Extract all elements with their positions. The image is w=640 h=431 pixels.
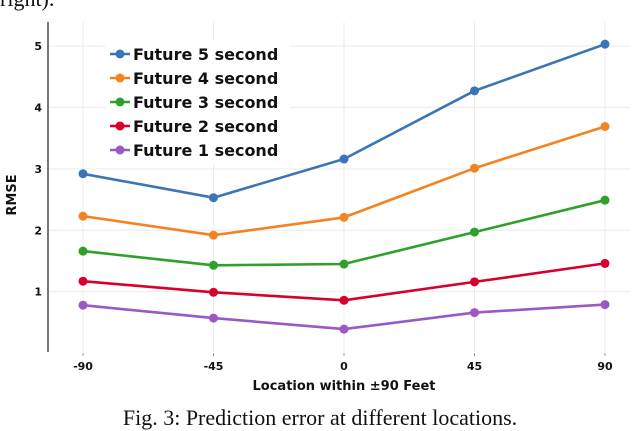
- data-point-marker: [339, 295, 349, 305]
- data-point-marker: [78, 276, 88, 286]
- preceding-text-fragment: right).: [0, 0, 54, 12]
- series-future-5-second: [78, 39, 610, 203]
- series-future-1-second: [78, 300, 610, 334]
- data-point-marker: [470, 308, 479, 318]
- data-point-marker: [78, 169, 88, 179]
- data-series: [78, 39, 610, 334]
- legend-marker-icon: [115, 145, 125, 155]
- data-point-marker: [78, 211, 88, 221]
- legend-marker-icon: [115, 73, 125, 83]
- data-point-marker: [339, 154, 349, 164]
- figure-caption: Fig. 3: Prediction error at different lo…: [122, 405, 518, 430]
- y-tick-label: 5: [34, 40, 42, 53]
- data-point-marker: [600, 195, 610, 205]
- data-point-marker: [600, 39, 610, 49]
- data-point-marker: [470, 227, 479, 237]
- x-tick-label: -45: [204, 360, 224, 373]
- data-point-marker: [470, 163, 479, 173]
- data-point-marker: [209, 313, 218, 323]
- y-tick-label: 2: [34, 224, 42, 237]
- legend-marker-icon: [115, 97, 125, 107]
- legend-item: Future 5 second: [110, 45, 278, 64]
- legend-label: Future 4 second: [133, 69, 278, 88]
- y-axis-ticks: 1 2 3 4 5: [34, 40, 42, 299]
- legend-marker-icon: [115, 49, 125, 59]
- series-future-3-second: [78, 195, 610, 270]
- x-axis-ticks: -90 -45 0 45 90: [73, 353, 613, 373]
- data-point-marker: [600, 300, 610, 310]
- data-point-marker: [209, 230, 218, 240]
- legend-background: [106, 40, 290, 164]
- legend-item: Future 1 second: [110, 141, 278, 160]
- x-tick-label: -90: [73, 360, 93, 373]
- legend: Future 5 second Future 4 second Future 3 s…: [106, 40, 290, 164]
- data-point-marker: [78, 246, 88, 256]
- legend-label: Future 5 second: [133, 45, 278, 64]
- legend-item: Future 3 second: [110, 93, 278, 112]
- data-point-marker: [339, 259, 349, 269]
- y-tick-label: 1: [34, 286, 42, 299]
- y-axis-title: RMSE: [5, 174, 20, 215]
- series-future-4-second: [78, 121, 610, 240]
- legend-marker-icon: [115, 121, 125, 131]
- data-point-marker: [78, 300, 88, 310]
- data-point-marker: [209, 287, 218, 297]
- data-point-marker: [470, 86, 479, 96]
- data-point-marker: [209, 260, 218, 270]
- data-point-marker: [339, 212, 349, 222]
- legend-label: Future 1 second: [133, 141, 278, 160]
- y-tick-label: 4: [34, 101, 42, 114]
- series-future-2-second: [78, 258, 610, 305]
- y-tick-label: 3: [34, 163, 42, 176]
- x-tick-label: 45: [467, 360, 482, 373]
- data-point-marker: [339, 324, 349, 334]
- legend-label: Future 3 second: [133, 93, 278, 112]
- legend-item: Future 4 second: [110, 69, 278, 88]
- data-point-marker: [600, 258, 610, 268]
- data-point-marker: [209, 193, 218, 203]
- x-tick-label: 90: [597, 360, 613, 373]
- data-point-marker: [470, 277, 479, 287]
- legend-label: Future 2 second: [133, 117, 278, 136]
- data-point-marker: [600, 121, 610, 131]
- legend-item: Future 2 second: [110, 117, 278, 136]
- x-tick-label: 0: [340, 360, 348, 373]
- x-axis-title: Location within ±90 Feet: [253, 379, 436, 394]
